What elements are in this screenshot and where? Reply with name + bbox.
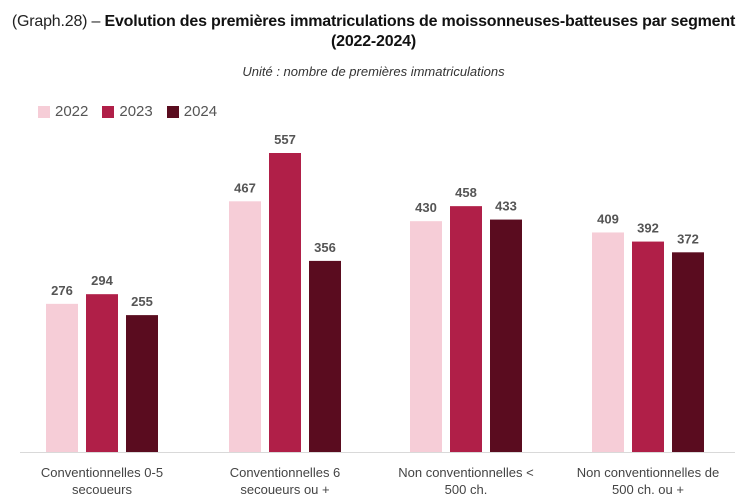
legend-label-2024: 2024 [183, 103, 218, 120]
bar-2022-cat3 [410, 221, 442, 452]
data-label-2022-cat4: 409 [597, 211, 619, 226]
data-label-2023-cat2: 557 [274, 132, 296, 147]
category-label-4-line2: 500 ch. ou + [612, 482, 684, 497]
data-label-2022-cat3: 430 [415, 200, 437, 215]
legend-item-2022: 2022 [38, 103, 88, 120]
data-label-2024-cat2: 356 [314, 240, 336, 255]
data-label-2024-cat1: 255 [131, 294, 153, 309]
bar-2024-cat3 [490, 219, 522, 452]
title-prefix: (Graph.28) – [11, 13, 105, 30]
chart-subtitle: Unité : nombre de premières immatriculat… [242, 64, 505, 79]
legend-swatch-2023 [102, 105, 115, 118]
category-label-4-line1: Non conventionnelles de [577, 465, 719, 480]
bar-2023-cat2 [269, 153, 301, 453]
legend-swatch-2024 [166, 105, 179, 118]
bar-2024-cat1 [126, 315, 158, 452]
data-label-2023-cat1: 294 [91, 273, 113, 288]
bar-2023-cat3 [450, 206, 482, 452]
legend-swatch-2022 [38, 105, 50, 118]
category-label-1-line1: Conventionnelles 0-5 [41, 465, 163, 480]
bar-2024-cat2 [309, 260, 341, 452]
title-main: Evolution des premières immatriculations… [104, 13, 736, 50]
category-label-3-line2: 500 ch. [445, 482, 488, 497]
data-label-2022-cat2: 467 [234, 180, 256, 195]
legend: 2022 2023 2024 [38, 103, 231, 120]
bar-2022-cat1 [46, 303, 78, 452]
bar-2022-cat4 [592, 232, 624, 452]
legend-item-2024: 2024 [166, 103, 218, 120]
data-label-2023-cat4: 392 [637, 221, 659, 236]
chart-title: (Graph.28) – Evolution des premières imm… [0, 12, 747, 52]
category-label-3-line1: Non conventionnelles < [398, 465, 534, 480]
category-label-2-line2: secoueurs ou + [240, 482, 329, 497]
legend-label-2023: 2023 [119, 103, 153, 120]
category-label-1-line2: secoueurs [72, 482, 132, 497]
data-label-2022-cat1: 276 [51, 283, 73, 298]
bar-2023-cat1 [86, 294, 118, 452]
category-label-2-line1: Conventionnelles 6 [230, 465, 341, 480]
data-label-2024-cat3: 433 [495, 199, 517, 214]
data-label-2024-cat4: 372 [677, 231, 699, 246]
bar-2024-cat4 [672, 252, 704, 452]
bar-2022-cat2 [229, 201, 261, 452]
legend-item-2023: 2023 [102, 103, 153, 120]
bar-2023-cat4 [632, 241, 664, 452]
data-label-2023-cat3: 458 [455, 185, 477, 200]
legend-label-2022: 2022 [55, 103, 89, 120]
